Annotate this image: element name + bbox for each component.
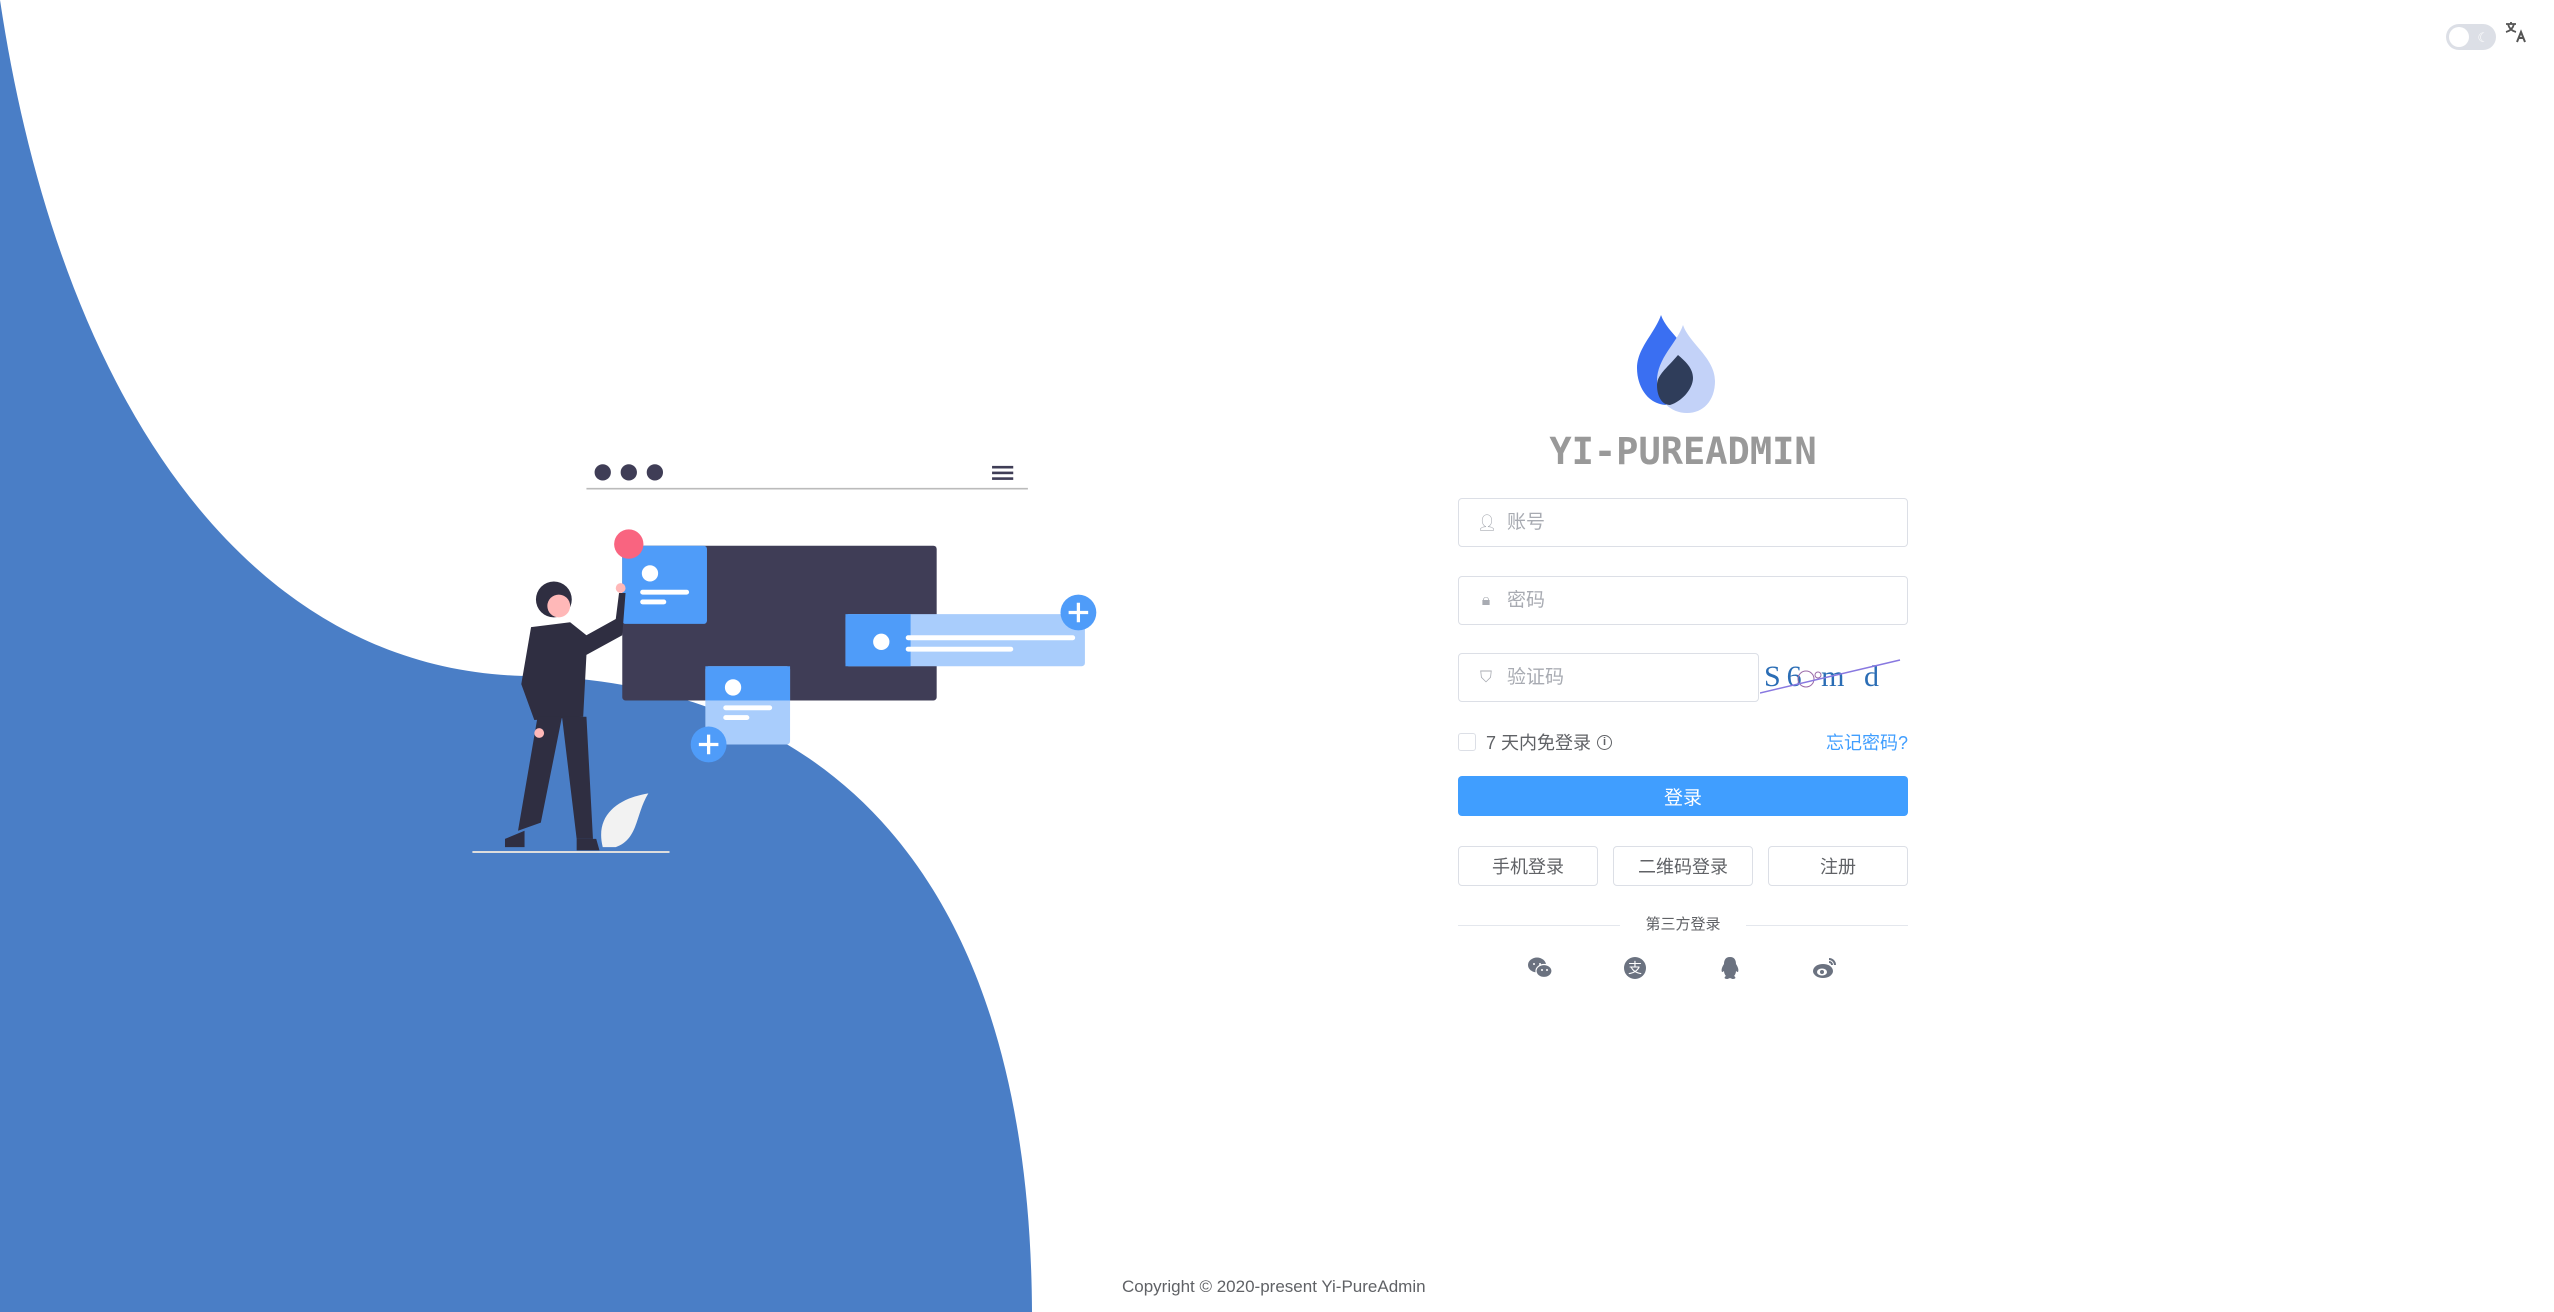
toggle-knob: [2449, 27, 2469, 47]
captcha-field[interactable]: ⛉: [1458, 653, 1759, 702]
qrcode-login-button[interactable]: 二维码登录: [1613, 846, 1753, 886]
info-icon[interactable]: i: [1597, 734, 1613, 750]
register-button[interactable]: 注册: [1768, 846, 1908, 886]
phone-login-button[interactable]: 手机登录: [1458, 846, 1598, 886]
captcha-noise: [1760, 659, 1901, 694]
dark-mode-toggle[interactable]: ☾: [2446, 24, 2496, 50]
wechat-icon[interactable]: [1527, 955, 1553, 981]
password-input[interactable]: [1507, 589, 1907, 612]
shield-icon: ⛉: [1479, 668, 1492, 686]
login-button[interactable]: 登录: [1458, 776, 1908, 816]
copyright: Copyright © 2020-present Yi-PureAdmin: [1122, 1277, 1426, 1296]
third-party-label: 第三方登录: [1620, 913, 1746, 934]
qq-icon[interactable]: [1717, 955, 1743, 981]
weibo-icon[interactable]: [1812, 955, 1838, 981]
login-illustration: [472, 464, 1097, 853]
logo-icon: [1637, 315, 1715, 413]
captcha-image[interactable]: S6 m d: [1760, 653, 1908, 702]
forgot-password-link[interactable]: 忘记密码?: [1825, 733, 1908, 753]
remember-label[interactable]: 7 天内免登录: [1486, 733, 1592, 753]
password-field[interactable]: 🔒︎: [1458, 576, 1908, 625]
remember-checkbox[interactable]: [1458, 733, 1476, 751]
brand-title: YI-PUREADMIN: [1549, 430, 1817, 473]
captcha-input[interactable]: [1507, 666, 1758, 689]
username-field[interactable]: 👤︎: [1458, 498, 1908, 547]
svg-text:支: 支: [1628, 961, 1642, 977]
lock-icon: 🔒︎: [1481, 591, 1491, 609]
translate-icon[interactable]: [2504, 20, 2528, 51]
alipay-icon[interactable]: 支: [1622, 955, 1648, 981]
remember-row: 7 天内免登录 i 忘记密码?: [1458, 728, 1908, 756]
moon-icon: ☾: [2477, 30, 2489, 45]
username-input[interactable]: [1507, 511, 1907, 534]
user-icon: 👤︎: [1477, 514, 1498, 532]
